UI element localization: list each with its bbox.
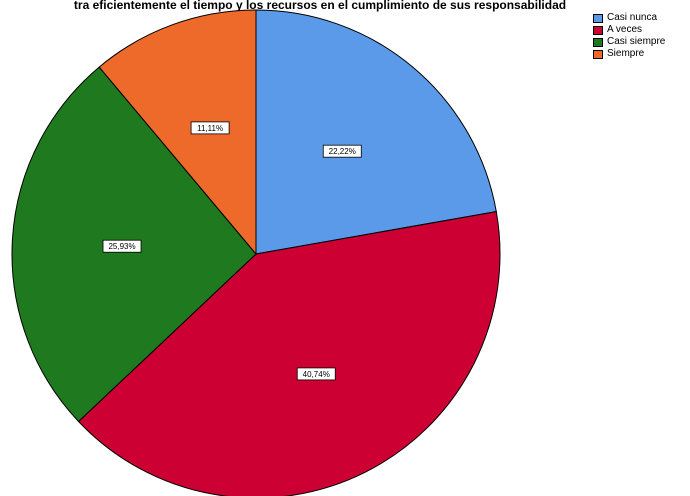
- pie-slice-siempre: [98, 9, 257, 256]
- legend-label: A veces: [607, 24, 643, 35]
- pie-slices: [11, 9, 501, 496]
- pie-data-labels: 22,22% 40,74% 25,93% 11,11%: [102, 121, 362, 381]
- legend-swatch: [593, 13, 603, 23]
- legend-label: Casi siempre: [607, 36, 666, 47]
- svg-text:22,22%: 22,22%: [329, 147, 356, 156]
- legend-item-siempre: Siempre: [593, 48, 665, 60]
- legend-label: Siempre: [607, 48, 645, 59]
- legend-swatch: [593, 37, 603, 47]
- data-label-casi-siempre: 25,93%: [102, 239, 142, 253]
- chart-title: tra eficientemente el tiempo y los recur…: [73, 0, 567, 12]
- legend-swatch: [593, 25, 603, 35]
- legend-item-casi-nunca: Casi nunca: [593, 12, 665, 24]
- legend-item-a-veces: A veces: [593, 24, 665, 36]
- legend-swatch: [593, 49, 603, 59]
- pie-slice-a-veces: [77, 211, 501, 496]
- legend-item-casi-siempre: Casi siempre: [593, 36, 665, 48]
- svg-text:11,11%: 11,11%: [197, 124, 223, 133]
- data-label-siempre: 11,11%: [190, 121, 230, 135]
- legend-label: Casi nunca: [607, 12, 658, 23]
- svg-text:40,74%: 40,74%: [303, 370, 330, 379]
- data-label-casi-nunca: 22,22%: [322, 144, 362, 158]
- legend: Casi nunca A veces Casi siempre Siempre: [593, 12, 665, 60]
- data-label-a-veces: 40,74%: [296, 367, 336, 381]
- svg-text:25,93%: 25,93%: [108, 242, 135, 251]
- pie-slice-casi-nunca: [255, 9, 497, 255]
